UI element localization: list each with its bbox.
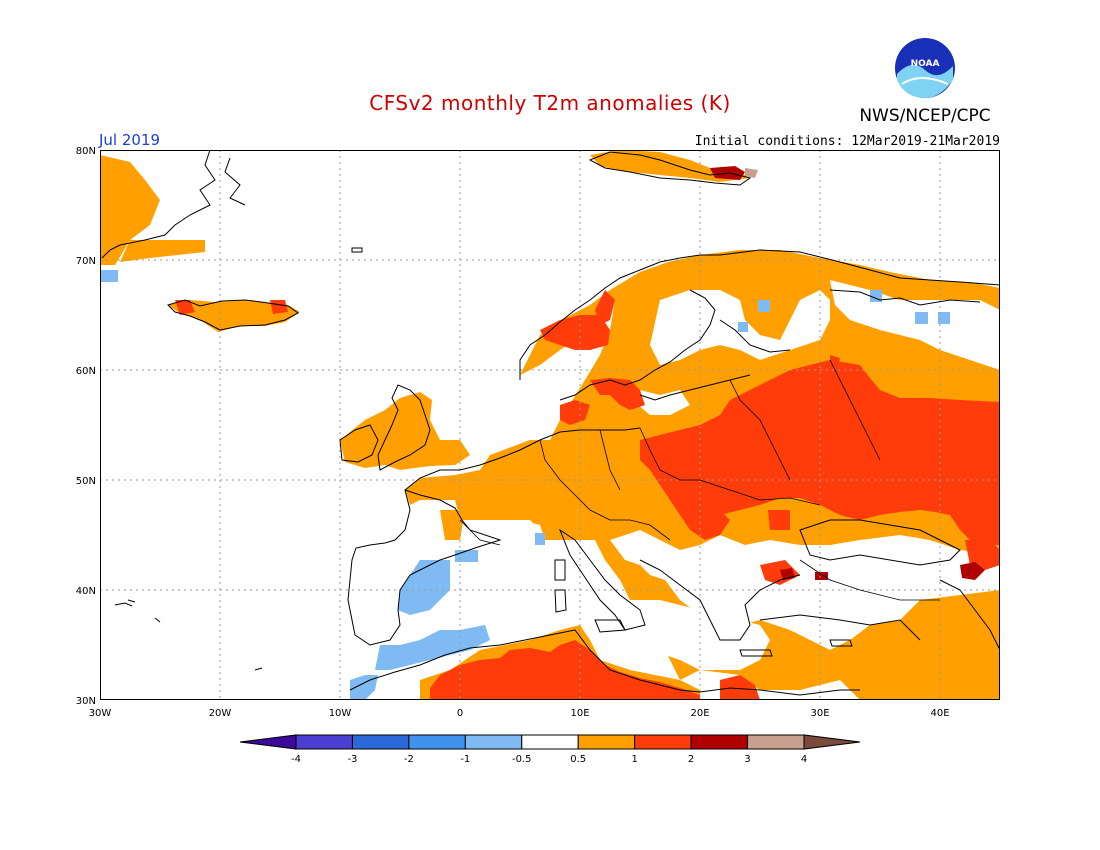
anomaly-field-neg-0.5-1K bbox=[100, 270, 950, 700]
anomaly-field-3-4K bbox=[745, 168, 758, 178]
noaa-logo: NOAA bbox=[895, 38, 955, 98]
colorbar: -4 -3 -2 -1 -0.5 0.5 1 2 3 4 bbox=[239, 734, 861, 765]
longitude-labels: 30W 20W 10W 0 10E 20E 30E 40E bbox=[89, 708, 950, 719]
colorbar-segment bbox=[577, 734, 636, 750]
anomaly-field-2-3K bbox=[710, 166, 985, 580]
colorbar-label: 1 bbox=[631, 754, 637, 765]
lon-label: 10E bbox=[570, 708, 589, 719]
colorbar-segment bbox=[408, 734, 466, 750]
colorbar-segment bbox=[295, 734, 353, 750]
colorbar-label: 3 bbox=[744, 754, 750, 765]
latitude-labels: 30N 40N 50N 60N 70N 80N bbox=[76, 146, 96, 707]
lat-label: 80N bbox=[76, 146, 96, 157]
colorbar-segment bbox=[634, 734, 692, 750]
colorbar-segment bbox=[351, 734, 410, 750]
colorbar-label: -2 bbox=[404, 754, 414, 765]
map-title: CFSv2 monthly T2m anomalies (K) bbox=[369, 91, 731, 115]
lon-label: 30E bbox=[810, 708, 829, 719]
forecast-month: Jul 2019 bbox=[98, 131, 160, 149]
lon-label: 20W bbox=[209, 708, 232, 719]
lat-label: 50N bbox=[76, 476, 96, 487]
lon-label: 20E bbox=[690, 708, 709, 719]
colorbar-label: -3 bbox=[347, 754, 357, 765]
lat-label: 60N bbox=[76, 366, 96, 377]
lat-label: 40N bbox=[76, 586, 96, 597]
noaa-logo-text: NOAA bbox=[911, 59, 940, 69]
agency-label: NWS/NCEP/CPC bbox=[859, 106, 990, 126]
map-area bbox=[100, 150, 1000, 700]
colorbar-left-arrow bbox=[239, 734, 297, 750]
colorbar-label: -4 bbox=[291, 754, 301, 765]
colorbar-segment bbox=[690, 734, 749, 750]
lon-label: 10W bbox=[329, 708, 352, 719]
initial-conditions: Initial conditions: 12Mar2019-21Mar2019 bbox=[695, 134, 1000, 149]
lon-label: 30W bbox=[89, 708, 112, 719]
coastlines bbox=[101, 150, 1000, 696]
colorbar-right-arrow bbox=[803, 734, 861, 750]
colorbar-label: 0.5 bbox=[570, 754, 586, 765]
lon-label: 40E bbox=[930, 708, 949, 719]
colorbar-segment bbox=[521, 734, 579, 750]
colorbar-segment bbox=[747, 734, 805, 750]
lat-label: 30N bbox=[76, 696, 96, 707]
lat-label: 70N bbox=[76, 256, 96, 267]
lon-label: 0 bbox=[457, 708, 463, 719]
colorbar-label: -0.5 bbox=[512, 754, 532, 765]
colorbar-label: 2 bbox=[688, 754, 694, 765]
colorbar-label: -1 bbox=[460, 754, 470, 765]
colorbar-segment bbox=[464, 734, 523, 750]
lat-lon-grid bbox=[100, 150, 1000, 700]
colorbar-label: 4 bbox=[801, 754, 807, 765]
